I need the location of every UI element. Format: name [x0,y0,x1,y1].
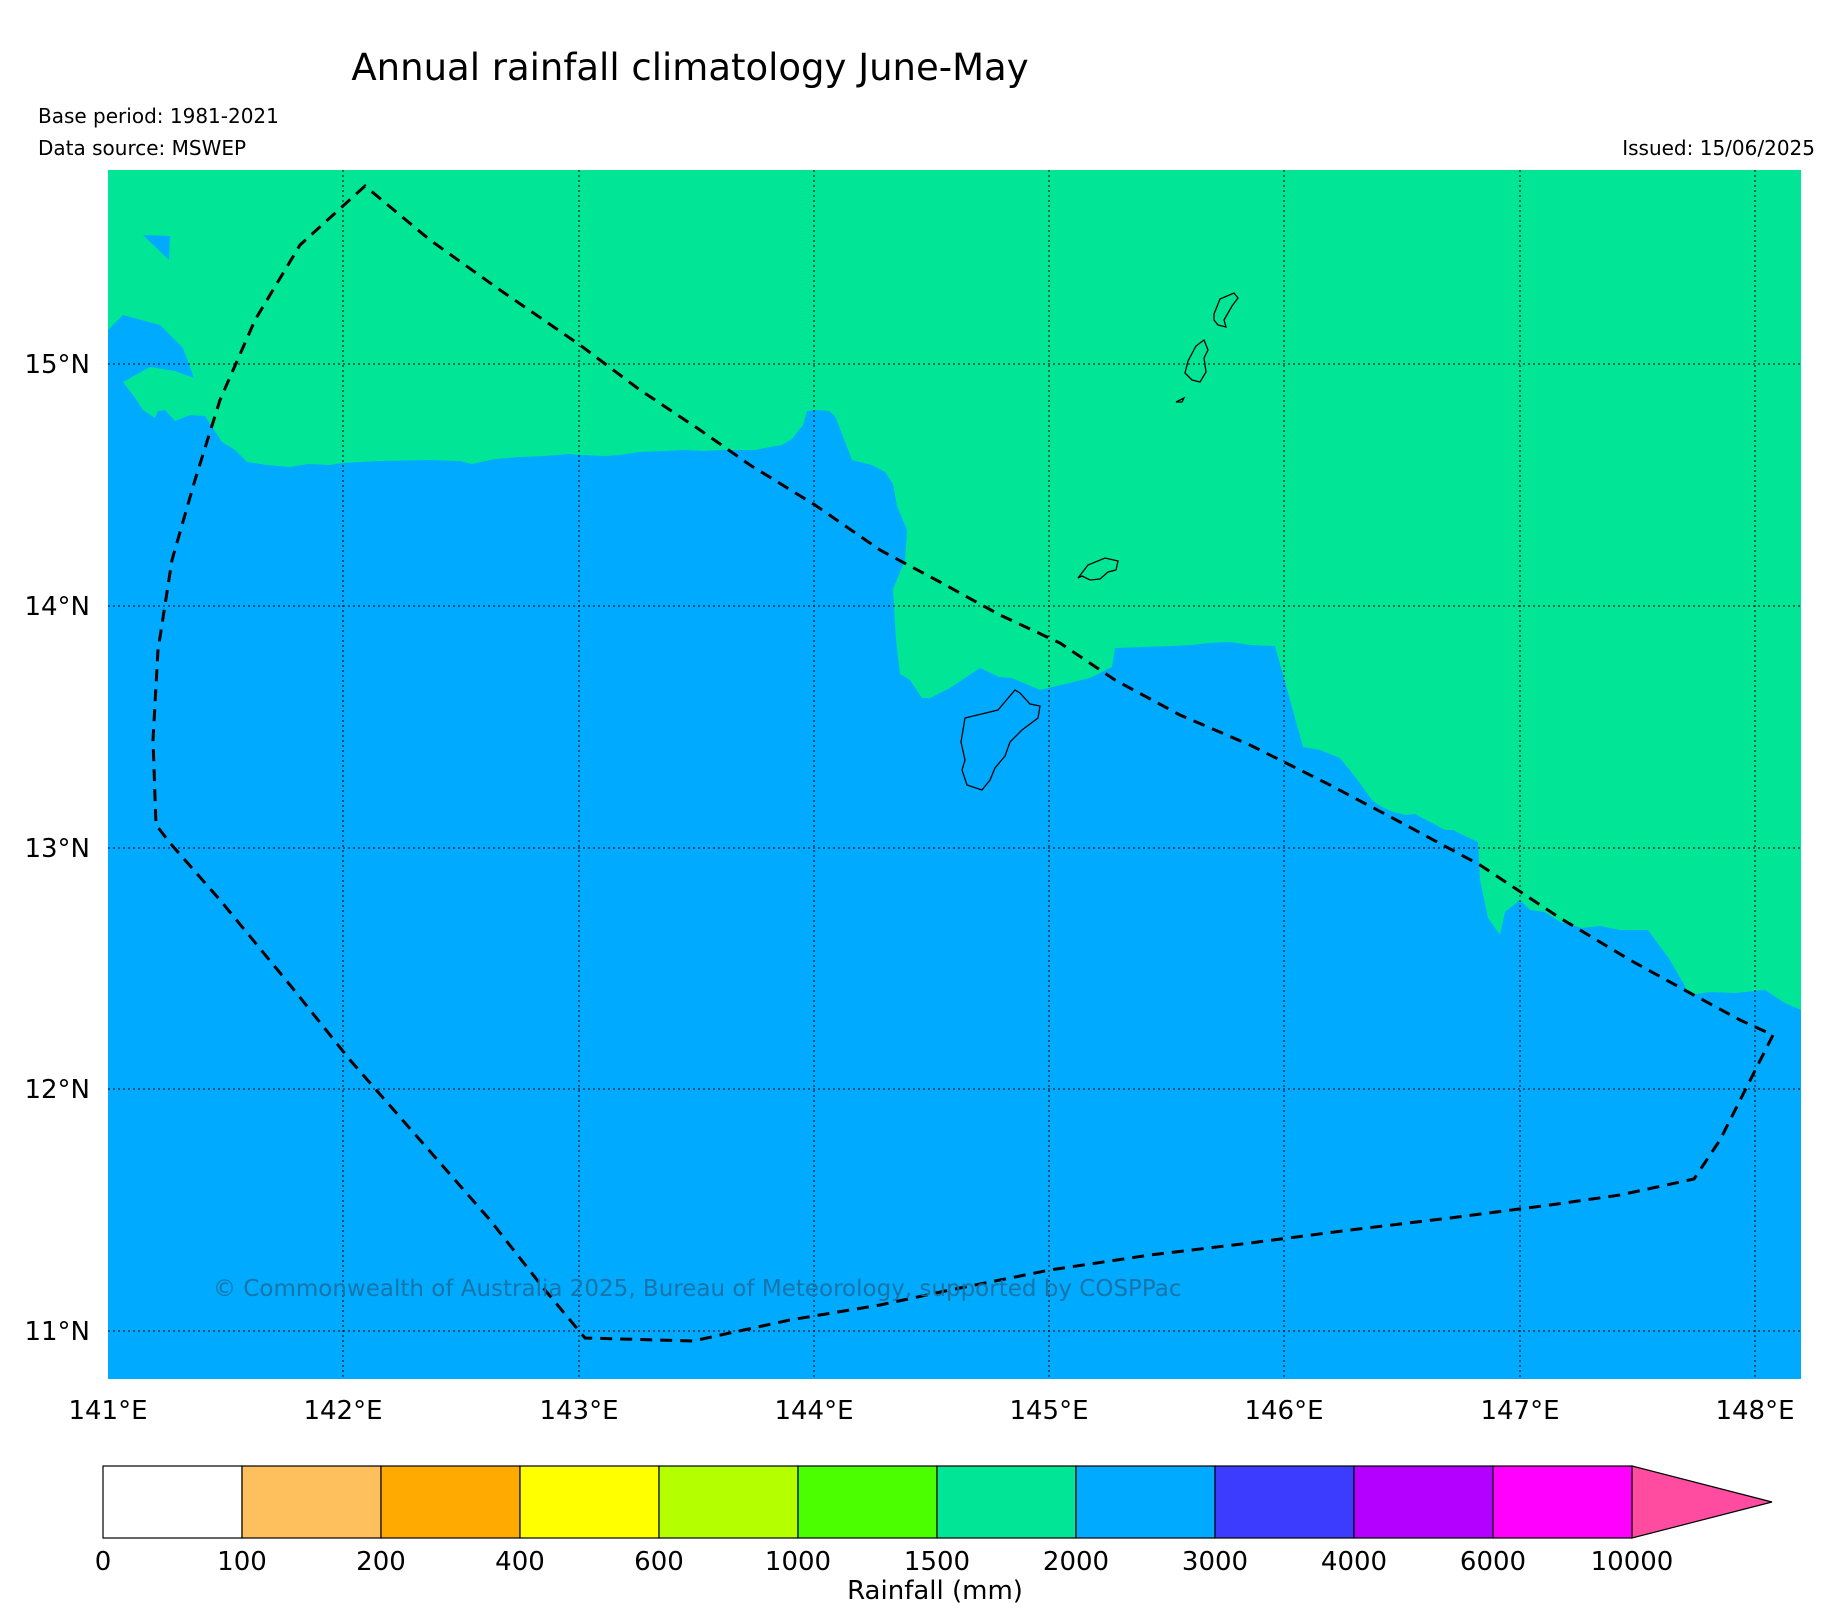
issued-date-text: Issued: 15/06/2025 [1622,136,1815,160]
tinian-island [1175,396,1186,403]
x-axis-labels: 141°E 142°E 143°E 144°E 145°E 146°E 147°… [68,1396,1794,1426]
x-tick-label: 142°E [303,1396,382,1426]
colorbar-tick-label: 100 [217,1547,267,1577]
colorbar: 0 100 200 400 600 1000 1500 2000 3000 4000 6000 100… [95,1465,1773,1577]
x-tick-label: 144°E [774,1396,853,1426]
y-axis-labels: 15°N 14°N 13°N 12°N 11°N [24,350,90,1347]
rainfall-patch-island [1070,547,1125,593]
coastlines [960,292,1239,791]
rainfall-patch-nw [143,235,170,260]
saipan-island [1184,338,1209,383]
x-tick-label: 141°E [68,1396,147,1426]
colorbar-tick-label: 0 [95,1547,112,1577]
colorbar-segment [797,1465,938,1539]
map-panel: © Commonwealth of Australia 2025, Bureau… [108,170,1801,1379]
colorbar-segment [519,1465,660,1539]
x-tick-label: 143°E [539,1396,618,1426]
y-tick-label: 11°N [24,1317,90,1347]
base-period-text: Base period: 1981-2021 [38,104,279,128]
y-tick-label: 15°N [24,350,90,380]
x-tick-label: 146°E [1244,1396,1323,1426]
colorbar-tick-label: 600 [634,1547,684,1577]
x-tick-label: 148°E [1715,1396,1794,1426]
y-tick-label: 13°N [24,834,90,864]
y-tick-label: 14°N [24,592,90,622]
colorbar-segment [1353,1465,1494,1539]
colorbar-tick-label: 1000 [765,1547,831,1577]
graticule [108,170,1801,1379]
colorbar-extend-arrow [1631,1465,1773,1539]
map-title: Annual rainfall climatology June-May [351,46,1028,89]
copyright-text: © Commonwealth of Australia 2025, Bureau… [213,1276,1182,1302]
guam-island [960,689,1041,791]
colorbar-tick-label: 400 [495,1547,545,1577]
colorbar-tick-label: 1500 [904,1547,970,1577]
colorbar-tick-label: 10000 [1591,1547,1674,1577]
rota-island [1077,557,1119,581]
colorbar-segment [1214,1465,1355,1539]
colorbar-segment [102,1465,243,1539]
colorbar-segment [380,1465,521,1539]
colorbar-segment [1075,1465,1216,1539]
x-tick-label: 147°E [1480,1396,1559,1426]
colorbar-label: Rainfall (mm) [847,1576,1023,1606]
colorbar-tick-label: 3000 [1182,1547,1248,1577]
colorbar-segment [658,1465,799,1539]
y-tick-label: 12°N [24,1075,90,1105]
x-tick-label: 145°E [1009,1396,1088,1426]
colorbar-segment [1492,1465,1633,1539]
colorbar-tick-label: 6000 [1460,1547,1526,1577]
data-source-text: Data source: MSWEP [38,136,246,160]
colorbar-tick-label: 200 [356,1547,406,1577]
anatahan-island [1213,292,1239,328]
colorbar-segment [241,1465,382,1539]
colorbar-tick-label: 2000 [1043,1547,1109,1577]
colorbar-tick-label: 4000 [1321,1547,1387,1577]
eez-boundary [151,184,1776,1343]
colorbar-segment [936,1465,1077,1539]
